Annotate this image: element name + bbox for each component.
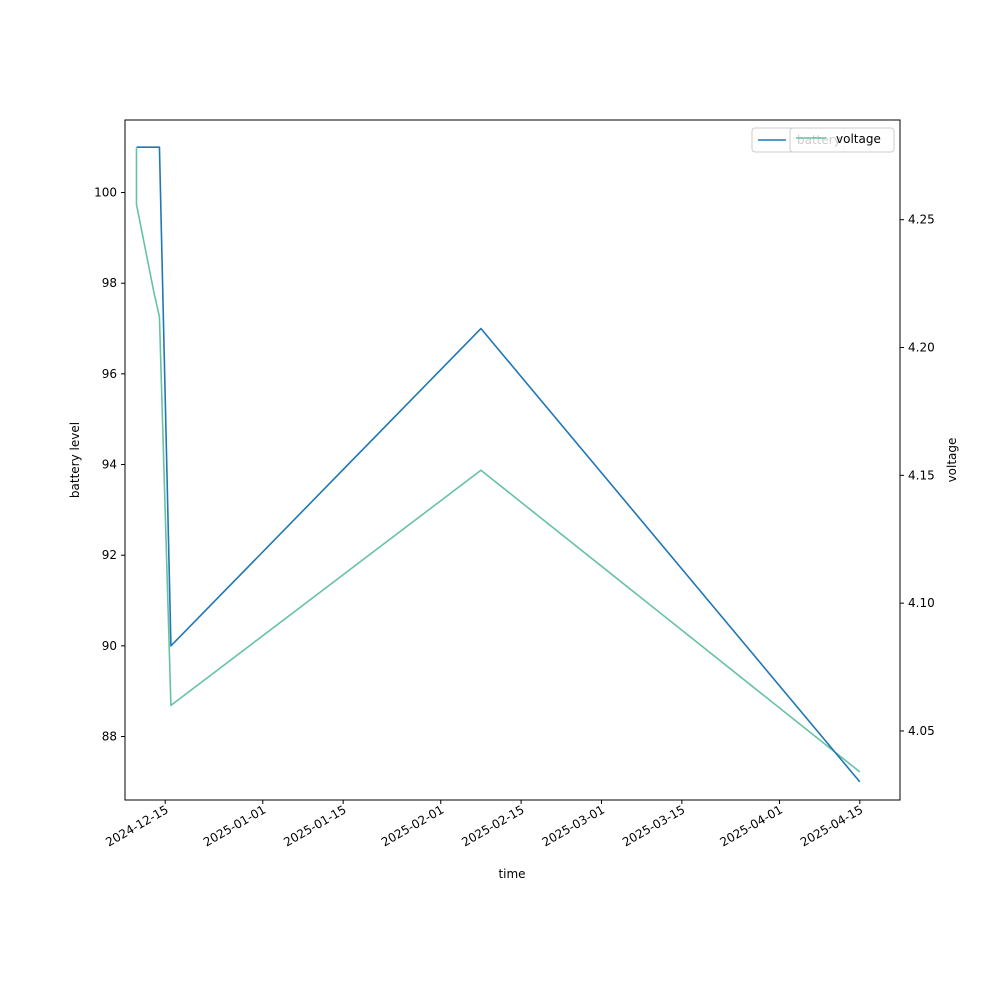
y-left-tick-label: 94	[102, 458, 117, 472]
y-left-tick-label: 98	[102, 276, 117, 290]
series-line-battery	[136, 146, 861, 783]
y-right-tick-label: 4.15	[908, 468, 935, 482]
y-axis-left-label: battery level	[68, 422, 82, 498]
y-left-tick-label: 100	[94, 186, 117, 200]
y-axis-left: 88 90 92 94 96 98 100	[94, 186, 125, 744]
y-axis-right-label: voltage	[945, 438, 959, 483]
y-left-tick-label: 96	[102, 367, 117, 381]
y-left-tick-label: 92	[102, 548, 117, 562]
legend-voltage-label: voltage	[836, 132, 881, 146]
series-line-voltage	[135, 148, 861, 773]
y-axis-right: 4.05 4.10 4.15 4.20 4.25	[900, 213, 935, 738]
series-layer	[135, 146, 861, 783]
y-left-tick-label: 88	[102, 730, 117, 744]
y-right-tick-label: 4.05	[908, 724, 935, 738]
y-right-tick-label: 4.10	[908, 596, 935, 610]
y-right-tick-label: 4.20	[908, 341, 935, 355]
plot-area-frame	[124, 119, 901, 801]
legend-voltage-box	[789, 127, 895, 153]
y-left-tick-label: 90	[102, 639, 117, 653]
legend-voltage: voltage	[789, 127, 895, 153]
y-right-tick-label: 4.25	[908, 213, 935, 227]
x-axis-label: time	[498, 867, 525, 881]
